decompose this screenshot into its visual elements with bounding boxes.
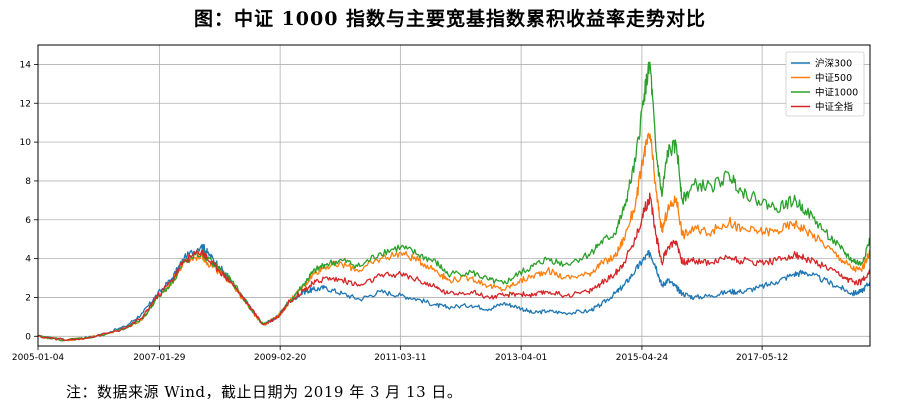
y-tick-label: 8	[25, 177, 31, 187]
y-tick-label: 0	[25, 332, 31, 342]
legend-label: 中证全指	[815, 101, 854, 113]
series-line-2	[37, 132, 871, 342]
y-tick-label: 6	[25, 216, 31, 226]
x-tick-label: 2005-01-04	[12, 353, 65, 363]
plot-frame	[37, 44, 871, 347]
chart-series-layer	[37, 61, 871, 342]
y-axis-ticks: 0 2 4 6 8 10 12 14	[20, 60, 38, 342]
legend-label: 中证1000	[815, 87, 858, 99]
x-axis-ticks: 2005-01-04 2007-01-29 2009-02-20 2011-03-11…	[12, 346, 788, 363]
x-tick-label: 2013-04-01	[495, 353, 547, 363]
y-tick-label: 4	[25, 255, 31, 265]
legend-label: 沪深300	[815, 58, 852, 70]
chart-legend: 沪深300 中证500 中证1000 中证全指	[785, 51, 865, 117]
y-tick-label: 2	[25, 293, 31, 303]
x-tick-label: 2009-02-20	[254, 353, 307, 363]
y-tick-label: 12	[20, 99, 31, 109]
chart-grid	[37, 45, 870, 346]
series-line-4	[37, 192, 871, 342]
source-note: 注：数据来源 Wind，截止日期为 2019 年 3 月 13 日。	[66, 383, 463, 401]
page-title: 图：中证 1000 指数与主要宽基指数累积收益率走势对比	[193, 8, 707, 30]
x-tick-label: 2011-03-11	[374, 353, 426, 363]
legend-box	[785, 51, 865, 117]
x-tick-label: 2017-05-12	[736, 353, 788, 363]
series-line-1	[37, 243, 871, 342]
y-tick-label: 10	[20, 138, 32, 148]
y-tick-label: 14	[20, 60, 32, 70]
series-line-3	[37, 61, 871, 342]
legend-label: 中证500	[815, 72, 852, 84]
x-tick-label: 2007-01-29	[133, 353, 186, 363]
x-tick-label: 2015-04-24	[616, 353, 669, 363]
